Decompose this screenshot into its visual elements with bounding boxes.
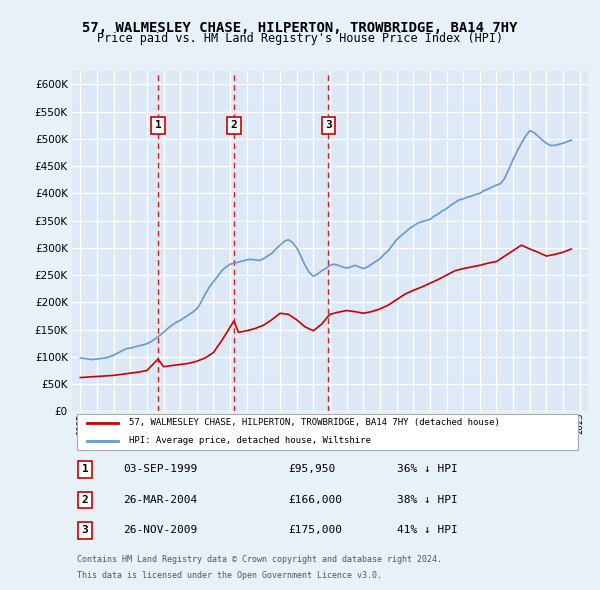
Text: 3: 3 <box>325 120 332 130</box>
Text: Price paid vs. HM Land Registry's House Price Index (HPI): Price paid vs. HM Land Registry's House … <box>97 32 503 45</box>
Text: 2: 2 <box>82 495 88 505</box>
Text: 26-MAR-2004: 26-MAR-2004 <box>124 495 198 505</box>
Text: 38% ↓ HPI: 38% ↓ HPI <box>397 495 458 505</box>
Text: 03-SEP-1999: 03-SEP-1999 <box>124 464 198 474</box>
Text: 36% ↓ HPI: 36% ↓ HPI <box>397 464 458 474</box>
Text: 1: 1 <box>155 120 161 130</box>
Text: 2: 2 <box>230 120 238 130</box>
Text: £95,950: £95,950 <box>289 464 336 474</box>
Text: £166,000: £166,000 <box>289 495 343 505</box>
Text: 57, WALMESLEY CHASE, HILPERTON, TROWBRIDGE, BA14 7HY: 57, WALMESLEY CHASE, HILPERTON, TROWBRID… <box>82 21 518 35</box>
Text: HPI: Average price, detached house, Wiltshire: HPI: Average price, detached house, Wilt… <box>129 436 371 445</box>
Text: £175,000: £175,000 <box>289 525 343 535</box>
Text: 41% ↓ HPI: 41% ↓ HPI <box>397 525 458 535</box>
Text: 57, WALMESLEY CHASE, HILPERTON, TROWBRIDGE, BA14 7HY (detached house): 57, WALMESLEY CHASE, HILPERTON, TROWBRID… <box>129 418 500 427</box>
FancyBboxPatch shape <box>77 414 578 450</box>
Text: 26-NOV-2009: 26-NOV-2009 <box>124 525 198 535</box>
Text: 3: 3 <box>82 525 88 535</box>
Text: 1: 1 <box>82 464 88 474</box>
Text: This data is licensed under the Open Government Licence v3.0.: This data is licensed under the Open Gov… <box>77 571 382 579</box>
Text: Contains HM Land Registry data © Crown copyright and database right 2024.: Contains HM Land Registry data © Crown c… <box>77 555 442 564</box>
